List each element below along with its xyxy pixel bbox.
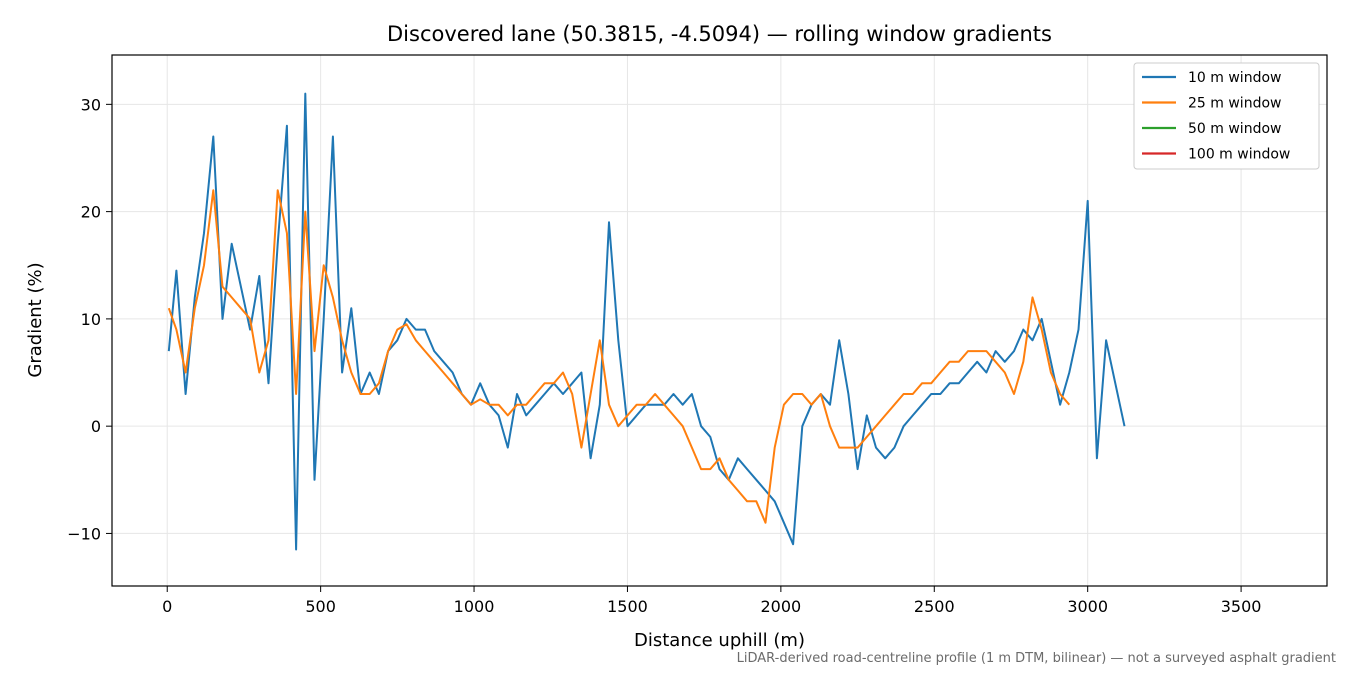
x-tick-label: 500 bbox=[305, 597, 336, 616]
x-tick-label: 0 bbox=[162, 597, 172, 616]
x-tick-label: 3500 bbox=[1221, 597, 1262, 616]
x-axis-label: Distance uphill (m) bbox=[634, 630, 805, 651]
y-tick-label: 20 bbox=[81, 203, 101, 222]
legend-label: 25 m window bbox=[1188, 96, 1281, 112]
x-tick-label: 1000 bbox=[454, 597, 495, 616]
legend-label: 100 m window bbox=[1188, 147, 1290, 163]
x-tick-label: 2000 bbox=[761, 597, 802, 616]
y-tick-label: 10 bbox=[81, 310, 101, 329]
y-tick-label: 0 bbox=[91, 417, 101, 436]
series-line-2 bbox=[167, 189, 1071, 524]
chart-title: Discovered lane (50.3815, -4.5094) — rol… bbox=[387, 22, 1052, 46]
x-tick-label: 2500 bbox=[914, 597, 955, 616]
chart-caption: LiDAR-derived road-centreline profile (1… bbox=[736, 651, 1336, 666]
y-axis-label: Gradient (%) bbox=[25, 262, 46, 377]
y-tick-label: −10 bbox=[67, 524, 101, 543]
x-tick-label: 1500 bbox=[607, 597, 648, 616]
legend-label: 10 m window bbox=[1188, 70, 1281, 86]
legend-label: 50 m window bbox=[1188, 121, 1281, 137]
plot-frame bbox=[111, 54, 1328, 587]
x-tick-label: 3000 bbox=[1067, 597, 1108, 616]
legend: 10 m window 25 m window 50 m window 100 m w… bbox=[1133, 62, 1320, 170]
legend-box bbox=[1133, 62, 1320, 170]
y-tick-label: 30 bbox=[81, 95, 101, 114]
